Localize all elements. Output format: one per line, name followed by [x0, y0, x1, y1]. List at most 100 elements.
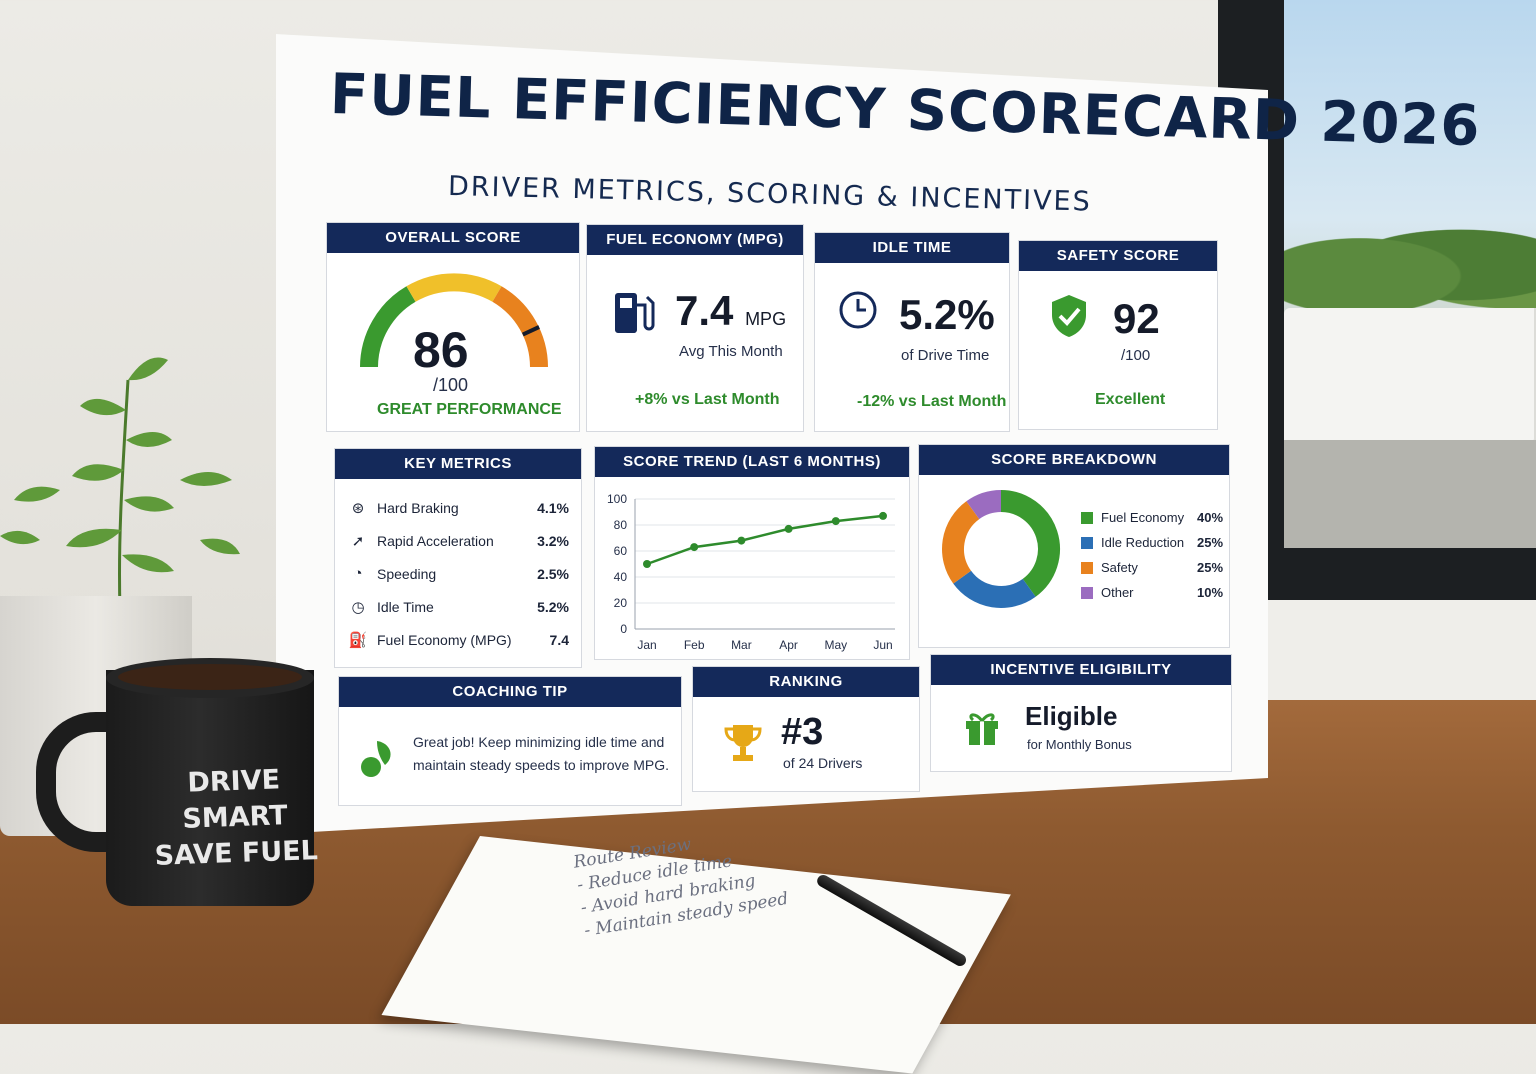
trend-point: [784, 524, 793, 533]
fuel-pump-icon: [615, 293, 655, 333]
card-header: SCORE TREND (LAST 6 MONTHS): [595, 447, 909, 477]
key-metric-label: Rapid Acceleration: [377, 532, 494, 549]
card-header: IDLE TIME: [815, 233, 1009, 263]
key-metric-label: Speeding: [377, 565, 437, 582]
key-metric-value: 5.2%: [537, 598, 569, 615]
window-sill: [1218, 600, 1536, 710]
key-metric-value: 7.4: [549, 631, 569, 648]
key-metric-row: ➚ Rapid Acceleration 3.2%: [347, 524, 569, 557]
score-breakdown-card: SCORE BREAKDOWN Fuel Economy 40% Idle Redu…: [918, 444, 1230, 648]
card-header: COACHING TIP: [339, 677, 681, 707]
trophy-icon: [724, 725, 762, 761]
y-tick-label: 40: [614, 570, 628, 584]
card-header: KEY METRICS: [335, 449, 581, 479]
photo-scene: FUEL EFFICIENCY SCORECARD 2026 DRIVER ME…: [0, 0, 1536, 1024]
clock-icon: ◷: [351, 598, 365, 616]
safety-score-delta: Excellent: [1095, 391, 1166, 408]
trend-point: [879, 511, 887, 520]
fuel-economy-sub: Avg This Month: [679, 343, 783, 360]
score-gauge: [360, 273, 548, 368]
fuel-economy-delta: +8% vs Last Month: [635, 391, 780, 408]
legend-value: 10%: [1197, 585, 1224, 600]
legend-row: Fuel Economy 40%: [1081, 505, 1223, 530]
legend-value: 40%: [1197, 510, 1224, 525]
x-tick-label: Apr: [779, 638, 798, 652]
idle-time-card: IDLE TIME 5.2% of Drive Time -12% vs Las…: [814, 232, 1010, 432]
parked-truck: [1434, 308, 1536, 458]
window-view: [1284, 0, 1536, 548]
ranking-sub: of 24 Drivers: [783, 755, 863, 771]
incentive-value: Eligible: [1025, 701, 1118, 731]
legend-swatch: [1081, 561, 1093, 574]
donut-slice: [966, 490, 1002, 520]
ranking-card: RANKING #3 of 24 Drivers: [692, 666, 920, 792]
key-metric-label: Fuel Economy (MPG): [377, 631, 512, 648]
mug-line-1: DRIVE SMART: [181, 764, 289, 835]
y-tick-label: 80: [614, 518, 628, 532]
trend-point: [690, 543, 699, 552]
x-tick-label: May: [824, 638, 847, 652]
safety-score-sub: /100: [1121, 347, 1151, 364]
fuel-economy-value: 7.4 MPG: [675, 287, 787, 334]
idle-time-value: 5.2%: [899, 291, 995, 338]
key-metric-label: Idle Time: [377, 598, 434, 615]
x-tick-label: Mar: [731, 638, 752, 652]
key-metrics-card: KEY METRICS ⊛ Hard Braking 4.1% ➚ Rapid …: [334, 448, 582, 668]
trees: [1284, 210, 1536, 320]
overall-score-card: OVERALL SCORE 86 /100 GREAT PERFORMANCE: [326, 222, 580, 432]
trend-point: [737, 536, 746, 545]
key-metric-row: ⛽ Fuel Economy (MPG) 7.4: [347, 623, 569, 656]
legend-label: Idle Reduction: [1101, 535, 1185, 550]
donut-slice: [953, 570, 1036, 608]
safety-score-card: SAFETY SCORE 92 /100 Excellent: [1018, 240, 1218, 430]
score-breakdown-donut: [942, 490, 1060, 608]
key-metric-row: ◔ Speeding 2.5%: [347, 557, 569, 590]
parked-truck: [1284, 308, 1454, 458]
shield-check-icon: [1052, 295, 1086, 337]
overall-score-label: GREAT PERFORMANCE: [377, 401, 562, 418]
legend-swatch: [1081, 586, 1093, 599]
overall-score-denominator: /100: [433, 375, 469, 395]
fuel-economy-card: FUEL ECONOMY (MPG) 7.4 MPG Avg This Mont…: [586, 224, 804, 432]
y-tick-label: 0: [620, 622, 627, 636]
legend-value: 25%: [1197, 560, 1224, 575]
coaching-tip-card: COACHING TIP Great job! Keep minimizing …: [338, 676, 682, 806]
legend-value: 25%: [1197, 535, 1224, 550]
window: [1218, 0, 1536, 690]
y-tick-label: 100: [607, 492, 627, 506]
trend-line: [646, 514, 884, 566]
leaf-drop-icon: [361, 741, 391, 777]
ranking-value: #3: [781, 711, 824, 753]
legend-swatch: [1081, 511, 1093, 524]
safety-score-value: 92: [1113, 295, 1160, 342]
legend-label: Safety: [1101, 560, 1138, 575]
score-trend-chart: 0 20 40 60 80 100 Jan Feb Mar Apr May Jun: [607, 492, 895, 652]
breakdown-legend: Fuel Economy 40% Idle Reduction 25% Safety 25…: [1081, 505, 1223, 605]
y-tick-label: 60: [614, 544, 628, 558]
key-metrics-list: ⊛ Hard Braking 4.1% ➚ Rapid Acceleration…: [347, 491, 569, 656]
mug-print: DRIVE SMART SAVE FUEL: [148, 761, 322, 875]
overall-score-value: 86: [413, 322, 469, 378]
coffee-mug: [106, 670, 314, 906]
card-header: SCORE BREAKDOWN: [919, 445, 1229, 475]
legend-label: Other: [1101, 585, 1134, 600]
key-metric-label: Hard Braking: [377, 499, 459, 516]
acceleration-icon: ➚: [351, 532, 365, 550]
fuel-economy-unit: MPG: [745, 309, 787, 329]
trend-point: [831, 517, 840, 526]
legend-row: Other 10%: [1081, 580, 1223, 605]
brake-icon: ⊛: [351, 499, 365, 517]
idle-time-sub: of Drive Time: [901, 347, 990, 364]
speedometer-icon: ◔: [353, 565, 363, 582]
clock-icon: [839, 291, 877, 329]
key-metric-value: 4.1%: [537, 499, 569, 516]
card-header: INCENTIVE ELIGIBILITY: [931, 655, 1231, 685]
key-metric-row: ◷ Idle Time 5.2%: [347, 590, 569, 623]
gauge-needle: [521, 325, 540, 337]
plant-leaves: [0, 357, 240, 611]
x-tick-label: Jun: [873, 638, 892, 652]
donut-slice: [1000, 490, 1060, 597]
coaching-tip-text: Great job! Keep minimizing idle time and…: [413, 734, 670, 773]
y-tick-label: 20: [614, 596, 628, 610]
key-metric-value: 3.2%: [537, 532, 569, 549]
